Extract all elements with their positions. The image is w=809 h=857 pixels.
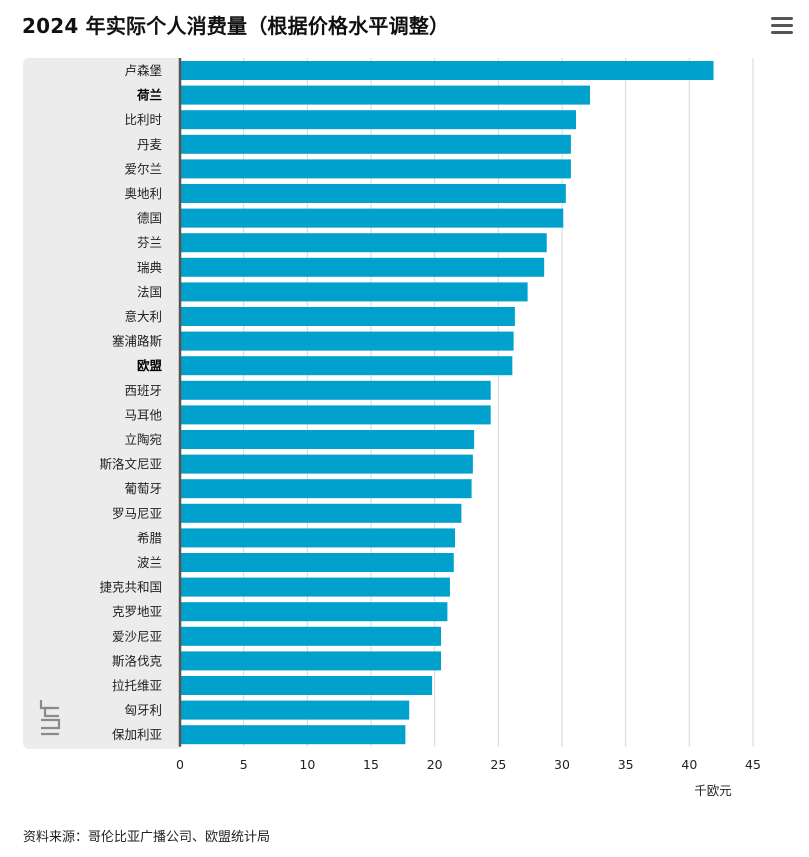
hamburger-menu-icon[interactable]	[771, 17, 793, 37]
x-axis-label: 千欧元	[694, 783, 732, 798]
category-label: 法国	[137, 284, 162, 299]
category-label: 比利时	[124, 112, 162, 127]
x-tick-label: 45	[745, 757, 761, 772]
category-label: 捷克共和国	[99, 580, 162, 595]
category-label: 意大利	[124, 309, 162, 324]
bar[interactable]	[180, 159, 571, 179]
category-label: 爱沙尼亚	[112, 629, 162, 644]
x-tick-label: 35	[618, 757, 634, 772]
bar[interactable]	[180, 700, 410, 720]
category-label: 欧盟	[137, 358, 163, 373]
bar[interactable]	[180, 725, 406, 745]
category-label: 瑞典	[137, 260, 162, 275]
bar[interactable]	[180, 233, 547, 253]
category-label: 匈牙利	[124, 703, 162, 718]
bar[interactable]	[180, 61, 714, 80]
x-tick-label: 40	[681, 757, 697, 772]
bar[interactable]	[180, 85, 591, 105]
bar[interactable]	[180, 676, 433, 695]
bar[interactable]	[180, 110, 577, 130]
bar[interactable]	[180, 405, 491, 425]
chart-title: 2024 年实际个人消费量（根据价格水平调整）	[22, 14, 450, 38]
category-label: 波兰	[137, 555, 162, 570]
category-label: 卢森堡	[124, 63, 162, 78]
bar[interactable]	[180, 380, 491, 400]
cbs-logo-icon	[39, 700, 61, 736]
bar[interactable]	[180, 134, 571, 154]
category-panel	[23, 58, 180, 749]
category-label: 丹麦	[137, 137, 163, 152]
category-label: 罗马尼亚	[112, 506, 162, 521]
bar[interactable]	[180, 503, 462, 523]
x-tick-label: 5	[240, 757, 248, 772]
bars	[180, 61, 714, 745]
category-label: 奥地利	[124, 186, 162, 201]
bar[interactable]	[180, 553, 454, 572]
category-label: 希腊	[137, 530, 163, 545]
category-label: 葡萄牙	[124, 481, 162, 496]
bar[interactable]	[180, 331, 514, 351]
bar[interactable]	[180, 528, 456, 548]
x-tick-label: 25	[490, 757, 506, 772]
bar[interactable]	[180, 454, 473, 474]
category-label: 斯洛文尼亚	[99, 457, 162, 472]
category-labels: 卢森堡荷兰比利时丹麦爱尔兰奥地利德国芬兰瑞典法国意大利塞浦路斯欧盟西班牙马耳他立…	[99, 63, 162, 742]
bar[interactable]	[180, 577, 450, 597]
x-tick-label: 10	[299, 757, 315, 772]
x-tick-label: 20	[427, 757, 443, 772]
source-note: 资料来源：哥伦比亚广播公司、欧盟统计局	[23, 830, 271, 845]
x-tick-label: 30	[554, 757, 570, 772]
category-label: 塞浦路斯	[112, 334, 162, 349]
category-label: 荷兰	[136, 88, 163, 103]
x-tick-label: 0	[176, 757, 184, 772]
bar[interactable]	[180, 651, 442, 671]
bar[interactable]	[180, 257, 545, 277]
bar[interactable]	[180, 479, 472, 499]
bar[interactable]	[180, 282, 528, 302]
bar[interactable]	[180, 356, 513, 376]
category-label: 拉托维亚	[112, 678, 162, 693]
x-axis-ticks: 0 5 10 15 20 25 30 35 40 45	[176, 757, 761, 772]
bar[interactable]	[180, 184, 566, 203]
bar[interactable]	[180, 307, 515, 326]
bar[interactable]	[180, 626, 442, 646]
bar[interactable]	[180, 430, 475, 449]
category-label: 芬兰	[137, 235, 162, 250]
category-label: 立陶宛	[124, 432, 162, 447]
category-label: 西班牙	[124, 383, 162, 398]
category-label: 克罗地亚	[112, 604, 162, 619]
category-label: 斯洛伐克	[112, 653, 162, 668]
bar[interactable]	[180, 208, 564, 228]
category-label: 保加利亚	[112, 727, 162, 742]
category-label: 德国	[137, 211, 162, 226]
category-label: 爱尔兰	[124, 161, 162, 176]
category-label: 马耳他	[124, 407, 162, 422]
bar[interactable]	[180, 602, 448, 622]
x-tick-label: 15	[363, 757, 379, 772]
